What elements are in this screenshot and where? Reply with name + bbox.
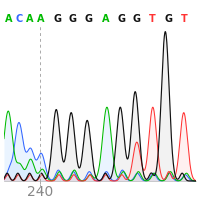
Text: A: A <box>26 14 33 24</box>
Text: T: T <box>181 14 188 24</box>
Text: G: G <box>53 14 61 24</box>
Text: G: G <box>117 14 125 24</box>
Text: A: A <box>102 14 109 24</box>
Text: G: G <box>84 14 92 24</box>
Text: G: G <box>68 14 76 24</box>
Text: G: G <box>164 14 172 24</box>
Text: C: C <box>15 14 23 24</box>
Text: A: A <box>5 14 12 24</box>
Text: G: G <box>132 14 140 24</box>
Text: T: T <box>149 14 156 24</box>
Text: A: A <box>36 14 44 24</box>
